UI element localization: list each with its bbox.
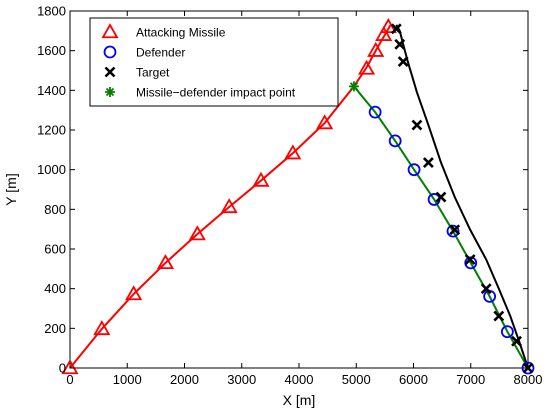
data-point-attacking-missile: [284, 144, 302, 160]
data-point-target: [411, 119, 423, 131]
y-tick-label: 1400: [37, 83, 66, 98]
legend-entry-defender: Defender: [103, 45, 185, 60]
data-point-target: [394, 38, 406, 50]
x-tick-label: 5000: [342, 372, 371, 387]
data-point-defender: [446, 224, 460, 238]
data-point-target: [511, 335, 522, 347]
x-tick-label: 3000: [227, 372, 256, 387]
data-point-defender: [407, 163, 421, 177]
data-point-defender: [368, 105, 382, 119]
x-axis-label: X [m]: [283, 392, 316, 408]
legend-box: [89, 17, 339, 107]
data-point-target: [422, 157, 434, 168]
series-layer: [61, 18, 535, 375]
legend-label: Target: [136, 66, 170, 80]
data-point-target: [390, 23, 402, 35]
data-point-defender: [521, 361, 535, 375]
data-point-attacking-missile: [61, 359, 79, 375]
x-tick-label: 2000: [170, 372, 199, 387]
data-point-attacking-missile: [125, 285, 143, 301]
y-tick-label: 600: [44, 242, 66, 257]
data-point-target: [397, 56, 409, 67]
data-point-impact-point: [348, 81, 359, 92]
y-tick-label: 0: [59, 361, 66, 376]
data-point-target: [493, 310, 505, 322]
data-point-attacking-missile: [93, 320, 111, 336]
x-tick-label: 8000: [514, 372, 543, 387]
legend-marker-target: [104, 66, 116, 78]
x-tick-label: 0: [66, 372, 73, 387]
legend: Attacking Missile Defender Target Missil…: [89, 17, 339, 107]
data-point-target: [449, 224, 461, 236]
data-point-attacking-missile: [367, 41, 385, 57]
data-point-attacking-missile: [358, 59, 376, 75]
data-point-attacking-missile: [220, 198, 238, 214]
legend-entry-target: Target: [104, 66, 170, 80]
data-point-defender: [500, 325, 514, 339]
data-point-attacking-missile: [375, 25, 393, 41]
markers-target: [390, 23, 534, 374]
legend-label: Defender: [136, 46, 185, 60]
y-tick-label: 400: [44, 281, 66, 296]
legend-marker-defender: [103, 45, 117, 59]
data-point-target: [480, 283, 492, 295]
data-point-attacking-missile: [316, 114, 334, 130]
data-point-attacking-missile: [156, 254, 175, 270]
y-tick-label: 1600: [37, 43, 66, 58]
x-tick-label: 6000: [399, 372, 428, 387]
markers-impact-point: [348, 81, 359, 92]
legend-marker-impact-point: [105, 87, 115, 97]
legend-entry-impact-point: Missile−defender impact point: [105, 86, 296, 100]
legend-entry-attacking-missile: Attacking Missile: [101, 23, 226, 40]
data-point-attacking-missile: [252, 171, 270, 187]
y-tick-label: 800: [44, 202, 66, 217]
series-line-attacking-missile: [69, 24, 392, 369]
legend-label: Missile−defender impact point: [136, 86, 296, 100]
data-point-target: [464, 254, 476, 265]
x-tick-label: 4000: [285, 372, 314, 387]
data-point-attacking-missile: [188, 225, 206, 241]
x-tick-label: 1000: [113, 372, 142, 387]
data-point-target: [435, 191, 447, 203]
y-axis-label: Y [m]: [3, 173, 19, 205]
x-tick-label: 7000: [456, 372, 485, 387]
tick-layer: 0 1000 2000 3000 4000 5000 6000 7000 8000 0 200 400…: [37, 4, 542, 388]
data-point-defender: [388, 134, 402, 148]
y-tick-label: 1000: [37, 162, 66, 177]
y-tick-label: 1800: [37, 4, 66, 19]
legend-label: Attacking Missile: [136, 26, 226, 40]
markers-attacking-missile: [61, 18, 397, 375]
series-attacking-missile: [69, 24, 392, 369]
y-tick-label: 1200: [37, 123, 66, 138]
y-tick-label: 200: [44, 321, 66, 336]
legend-marker-attacking-missile: [101, 23, 119, 39]
